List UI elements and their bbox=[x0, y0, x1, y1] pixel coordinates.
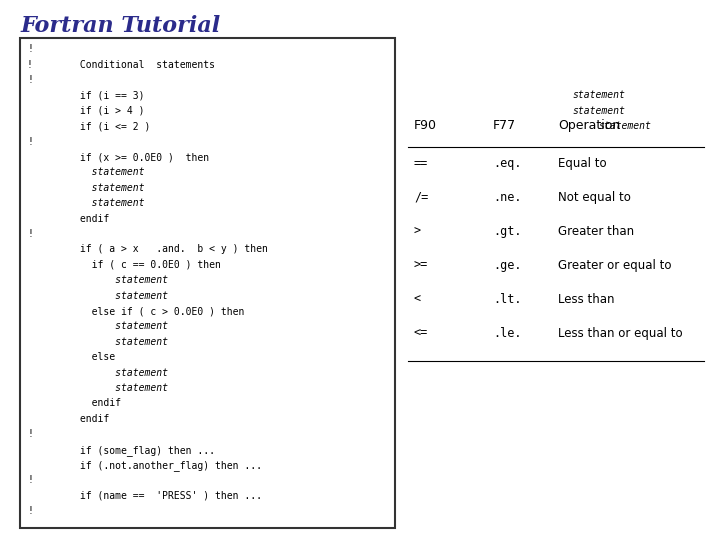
Text: else: else bbox=[27, 352, 115, 362]
Text: .le.: .le. bbox=[493, 327, 522, 340]
Text: !: ! bbox=[27, 229, 33, 239]
Text: !: ! bbox=[27, 475, 33, 485]
Text: F90: F90 bbox=[414, 119, 437, 132]
Text: Equal to: Equal to bbox=[558, 157, 607, 170]
Text: >: > bbox=[414, 225, 421, 238]
Text: Operation: Operation bbox=[558, 119, 620, 132]
Text: statement: statement bbox=[27, 275, 168, 285]
Text: ==: == bbox=[414, 157, 428, 170]
Text: Not equal to: Not equal to bbox=[558, 191, 631, 204]
Text: .lt.: .lt. bbox=[493, 293, 522, 306]
Text: endif: endif bbox=[27, 399, 122, 408]
Text: Less than: Less than bbox=[558, 293, 614, 306]
Text: statement: statement bbox=[27, 198, 145, 208]
Text: !        Conditional  statements: ! Conditional statements bbox=[27, 60, 215, 70]
Text: statement: statement bbox=[27, 321, 168, 332]
Text: statement: statement bbox=[27, 183, 145, 193]
Text: >=: >= bbox=[414, 259, 428, 272]
Text: .eq.: .eq. bbox=[493, 157, 522, 170]
Text: <: < bbox=[414, 293, 421, 306]
Text: if (x >= 0.0E0 )  then: if (x >= 0.0E0 ) then bbox=[27, 152, 210, 162]
Text: <=: <= bbox=[414, 327, 428, 340]
Text: statement: statement bbox=[27, 291, 168, 301]
Text: .ne.: .ne. bbox=[493, 191, 522, 204]
Text: endif: endif bbox=[27, 414, 109, 424]
Text: statement: statement bbox=[27, 337, 168, 347]
Text: !: ! bbox=[27, 44, 33, 55]
Text: statement: statement bbox=[572, 106, 625, 116]
Text: endif: endif bbox=[27, 214, 109, 224]
Text: if (some_flag) then ...: if (some_flag) then ... bbox=[27, 444, 215, 456]
Text: else if ( c > 0.0E0 ) then: else if ( c > 0.0E0 ) then bbox=[27, 306, 245, 316]
Text: if ( a > x   .and.  b < y ) then: if ( a > x .and. b < y ) then bbox=[27, 245, 269, 254]
Text: if (i <= 2 ): if (i <= 2 ) bbox=[27, 122, 157, 131]
Text: statement: statement bbox=[27, 167, 145, 178]
Text: if (name ==  'PRESS' ) then ...: if (name == 'PRESS' ) then ... bbox=[27, 491, 262, 501]
Text: /=: /= bbox=[414, 191, 428, 204]
Text: .ge.: .ge. bbox=[493, 259, 522, 272]
Text: !: ! bbox=[27, 137, 33, 147]
Text: if (.not.another_flag) then ...: if (.not.another_flag) then ... bbox=[27, 460, 262, 471]
Text: statement: statement bbox=[27, 368, 168, 377]
Text: if ( c == 0.0E0 ) then: if ( c == 0.0E0 ) then bbox=[27, 260, 221, 270]
Text: Greater than: Greater than bbox=[558, 225, 634, 238]
Text: statement: statement bbox=[572, 91, 625, 100]
Text: !: ! bbox=[27, 506, 33, 516]
Text: F77: F77 bbox=[493, 119, 516, 132]
Text: Greater or equal to: Greater or equal to bbox=[558, 259, 672, 272]
FancyBboxPatch shape bbox=[20, 38, 395, 528]
Text: if (i > 4 ): if (i > 4 ) bbox=[27, 106, 150, 116]
Text: Fortran Tutorial: Fortran Tutorial bbox=[20, 15, 220, 37]
Text: Less than or equal to: Less than or equal to bbox=[558, 327, 683, 340]
Text: statement: statement bbox=[27, 383, 168, 393]
Text: if (i == 3): if (i == 3) bbox=[27, 91, 150, 100]
Text: !: ! bbox=[27, 75, 33, 85]
Text: statement: statement bbox=[598, 122, 652, 131]
Text: !: ! bbox=[27, 429, 33, 439]
Text: .gt.: .gt. bbox=[493, 225, 522, 238]
